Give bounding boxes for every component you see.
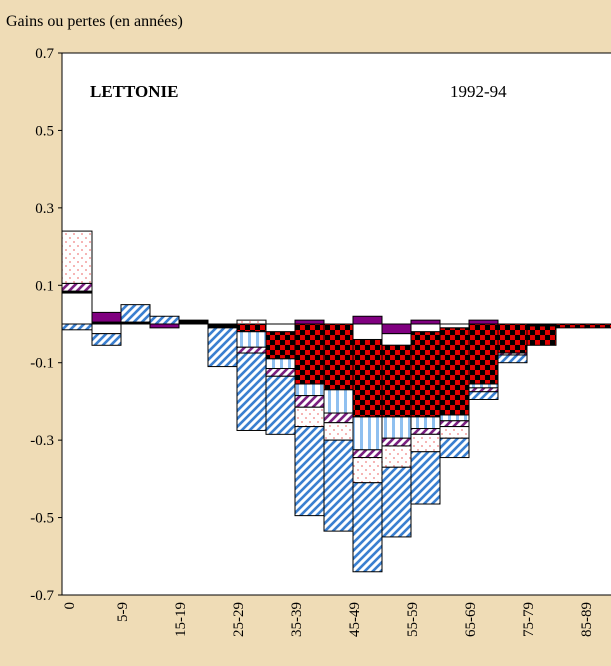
x-tick-label: 45-49 bbox=[347, 602, 363, 637]
bar-segment bbox=[497, 323, 528, 354]
y-tick-label: 0.3 bbox=[35, 201, 54, 217]
bar-segment bbox=[61, 282, 93, 292]
y-tick-label: 0.1 bbox=[35, 278, 54, 294]
bar-segment bbox=[120, 304, 151, 323]
y-tick-label: 0.5 bbox=[35, 123, 54, 139]
bar-segment bbox=[149, 315, 180, 325]
bar-segment bbox=[381, 323, 412, 335]
bar-segment bbox=[61, 230, 93, 284]
bar-segment bbox=[294, 426, 325, 517]
bar-segment bbox=[352, 315, 383, 325]
bar-segment bbox=[352, 416, 383, 451]
bar-segment bbox=[410, 433, 441, 453]
bar-segment bbox=[265, 368, 296, 377]
y-tick-label: -0.5 bbox=[30, 511, 54, 527]
bar-segment bbox=[61, 292, 93, 325]
bar-segment bbox=[294, 323, 325, 385]
bar-segment bbox=[323, 389, 354, 414]
bar-segment bbox=[381, 445, 412, 468]
bar-segment bbox=[468, 391, 499, 400]
chart-subtitle: 1992-94 bbox=[450, 82, 507, 101]
bar-segment bbox=[91, 333, 122, 346]
bar-segment bbox=[323, 439, 354, 532]
bar-segment bbox=[439, 420, 470, 428]
y-tick-label: 0.7 bbox=[35, 46, 54, 62]
bar-segment bbox=[468, 383, 499, 389]
x-tick-label: 0 bbox=[62, 602, 78, 610]
bar-segment bbox=[323, 323, 354, 391]
x-tick-label: 65-69 bbox=[463, 602, 479, 637]
bar-segment bbox=[178, 319, 209, 325]
x-tick-label: 75-79 bbox=[521, 602, 537, 637]
bar-segment bbox=[410, 428, 441, 435]
x-tick-label: 55-59 bbox=[405, 602, 421, 637]
bar-segment bbox=[207, 327, 238, 368]
bar-segment bbox=[497, 354, 528, 364]
bar-segment bbox=[410, 323, 441, 333]
bar-segment bbox=[294, 319, 325, 325]
bar-segment bbox=[236, 319, 267, 325]
bar-segment bbox=[439, 327, 470, 416]
x-tick-label: 85-89 bbox=[579, 602, 595, 637]
bar-segment bbox=[91, 311, 122, 323]
bar-segment bbox=[149, 323, 180, 329]
bar-segment bbox=[410, 331, 441, 418]
bar-segment bbox=[439, 414, 470, 422]
bar-segment bbox=[352, 338, 383, 418]
bar-segment bbox=[439, 426, 470, 439]
bar-segment bbox=[468, 319, 499, 325]
bar-segment bbox=[265, 358, 296, 370]
bar-segment bbox=[381, 416, 412, 439]
bar-segment bbox=[91, 323, 122, 335]
bar-segment bbox=[410, 319, 441, 325]
bar-segment bbox=[265, 375, 296, 435]
bar-segment bbox=[294, 406, 325, 428]
bar-segment bbox=[468, 323, 499, 385]
bar-segment bbox=[410, 451, 441, 505]
bar-segment bbox=[265, 323, 296, 333]
bar-segment bbox=[381, 333, 412, 346]
bar-segment bbox=[61, 323, 93, 331]
bar-segment bbox=[381, 344, 412, 418]
bar-segment bbox=[381, 466, 412, 538]
y-tick-label: -0.1 bbox=[30, 356, 54, 372]
bar-segment bbox=[236, 323, 267, 333]
x-tick-label: 35-39 bbox=[289, 602, 305, 637]
bar-segment bbox=[236, 331, 267, 348]
bar-segment bbox=[294, 395, 325, 408]
bar-segment bbox=[439, 437, 470, 459]
bar-segment bbox=[555, 323, 586, 329]
bar-segment bbox=[468, 387, 499, 393]
y-tick-label: -0.3 bbox=[30, 433, 54, 449]
bar-segment bbox=[410, 416, 441, 430]
bar-segment bbox=[294, 383, 325, 397]
x-tick-label: 25-29 bbox=[231, 602, 247, 637]
bar-segment bbox=[352, 323, 383, 340]
bar-segment bbox=[381, 437, 412, 447]
bar-segment bbox=[236, 346, 267, 354]
chart-title: LETTONIE bbox=[90, 82, 179, 101]
bar-segment bbox=[323, 422, 354, 441]
bar-segment bbox=[584, 323, 611, 329]
bar-segment bbox=[323, 412, 354, 424]
bar-segment bbox=[207, 323, 238, 329]
x-tick-label: 5-9 bbox=[115, 602, 131, 622]
y-axis-label: Gains ou pertes (en années) bbox=[6, 13, 183, 30]
x-tick-label: 15-19 bbox=[173, 602, 189, 637]
bar-segment bbox=[352, 482, 383, 573]
bar-segment bbox=[439, 323, 470, 329]
bar-segment bbox=[265, 331, 296, 360]
bar-segment bbox=[352, 449, 383, 459]
bar-segment bbox=[236, 352, 267, 431]
bar-segment bbox=[526, 325, 557, 346]
bar-segment bbox=[352, 457, 383, 484]
y-tick-label: -0.7 bbox=[30, 588, 54, 604]
